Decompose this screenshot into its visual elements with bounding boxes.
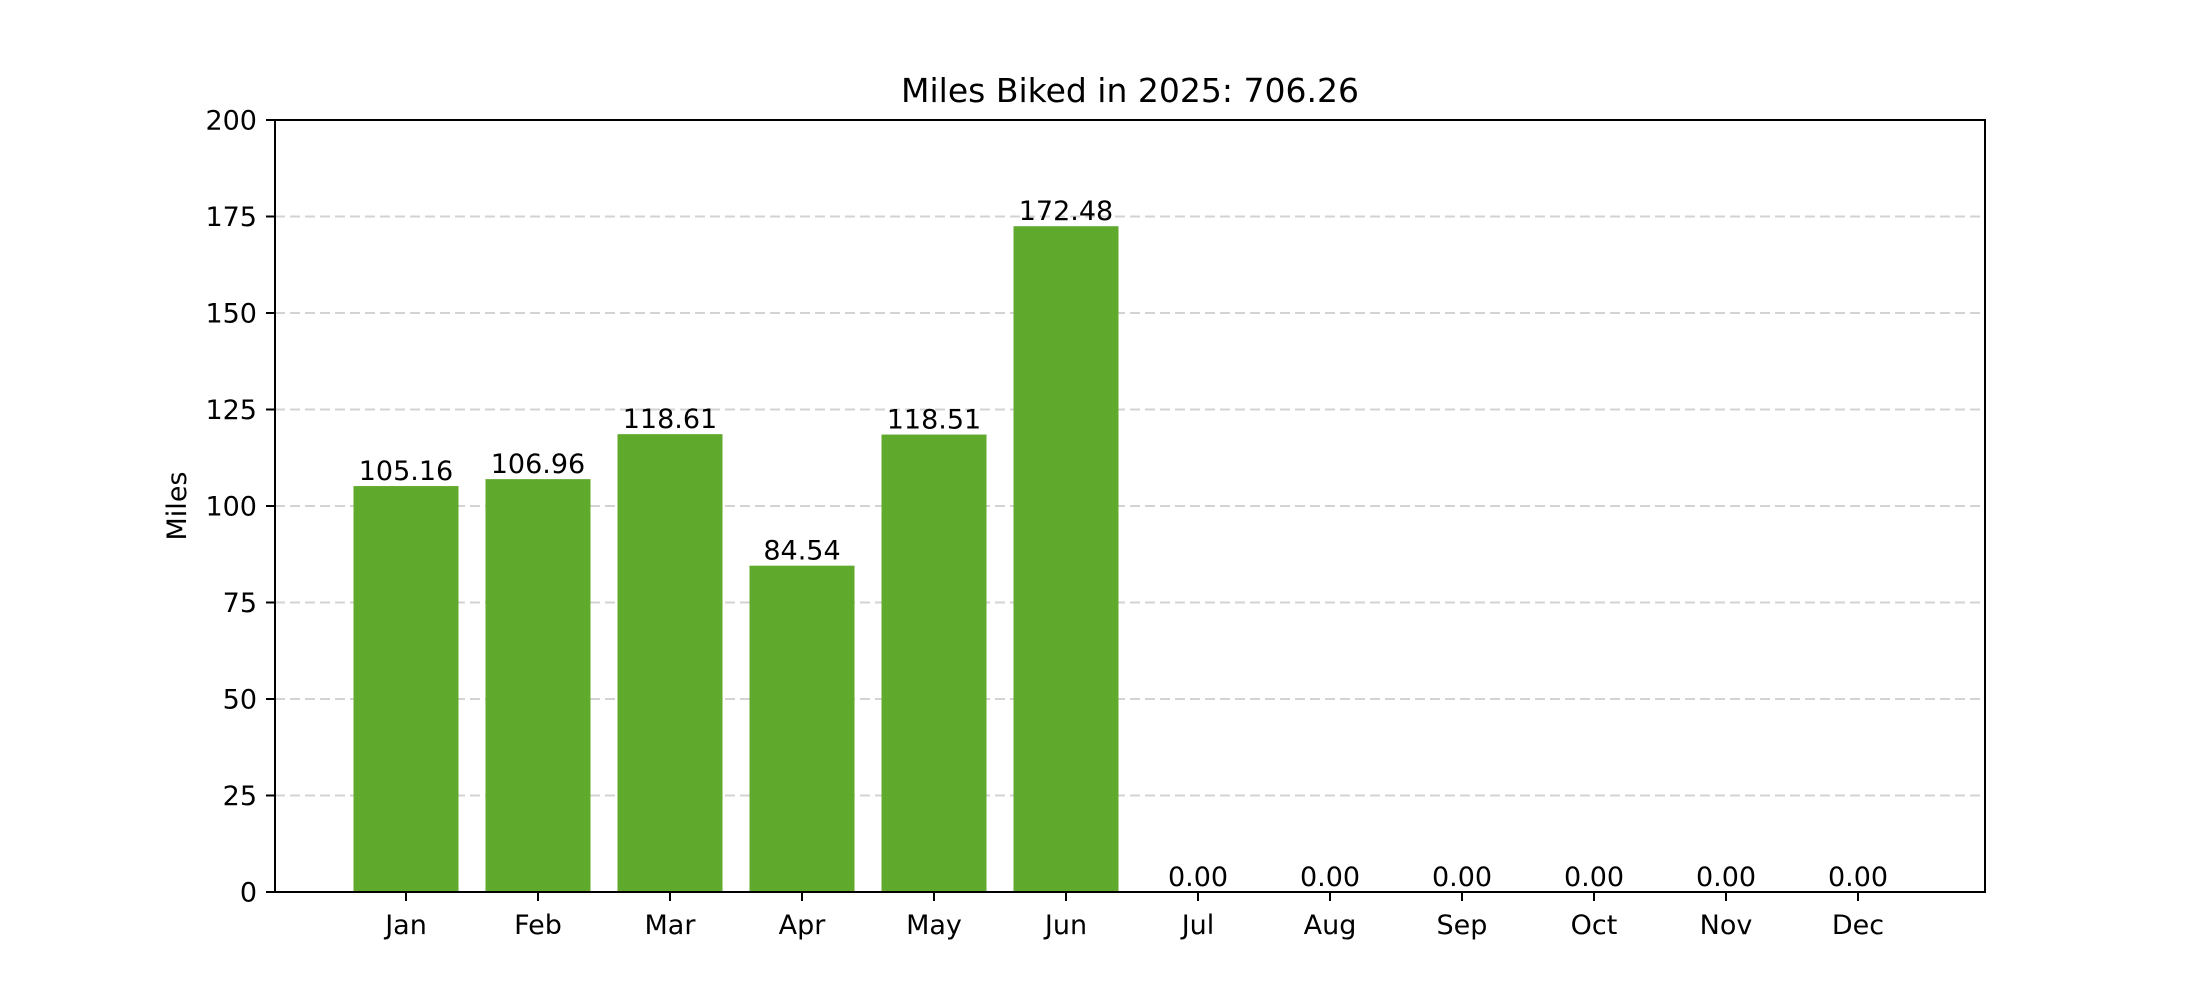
bar-jan — [354, 486, 459, 892]
bar-value-label: 172.48 — [1019, 196, 1113, 227]
y-axis-label: Miles — [162, 472, 193, 541]
bar-jun — [1014, 226, 1119, 892]
bar-value-label: 106.96 — [491, 449, 585, 480]
bar-value-label: 118.61 — [623, 404, 717, 435]
y-tick-label: 150 — [205, 299, 257, 330]
bar-may — [882, 435, 987, 892]
chart-title: Miles Biked in 2025: 706.26 — [901, 71, 1359, 110]
x-tick-label: Jul — [1180, 910, 1215, 941]
y-tick-label: 25 — [223, 781, 257, 812]
y-tick-label: 175 — [205, 202, 257, 233]
y-tick-label: 200 — [205, 106, 257, 137]
x-tick-label: Dec — [1832, 910, 1884, 941]
x-tick-label: Nov — [1700, 910, 1753, 941]
bar-feb — [486, 479, 591, 892]
x-tick-label: Mar — [645, 910, 697, 941]
x-tick-label: Oct — [1571, 910, 1618, 941]
bar-apr — [750, 566, 855, 892]
y-tick-label: 0 — [240, 878, 257, 909]
bar-value-label: 0.00 — [1696, 862, 1756, 893]
y-tick-label: 75 — [223, 588, 257, 619]
x-tick-label: Sep — [1437, 910, 1488, 941]
y-tick-label: 100 — [205, 492, 257, 523]
x-tick-label: Jun — [1043, 910, 1087, 941]
bar-value-label: 0.00 — [1828, 862, 1888, 893]
bar-value-label: 105.16 — [359, 456, 453, 487]
x-tick-label: Jan — [383, 910, 427, 941]
bar-value-label: 0.00 — [1432, 862, 1492, 893]
bar-mar — [618, 434, 723, 892]
x-tick-label: Apr — [779, 910, 827, 941]
y-tick-label: 125 — [205, 395, 257, 426]
x-tick-label: Feb — [514, 910, 562, 941]
x-tick-label: Aug — [1304, 910, 1357, 941]
x-tick-label: May — [906, 910, 962, 941]
y-tick-label: 50 — [223, 685, 257, 716]
bar-value-label: 118.51 — [887, 405, 981, 436]
bar-value-label: 0.00 — [1300, 862, 1360, 893]
bar-value-label: 0.00 — [1564, 862, 1624, 893]
bar-value-label: 0.00 — [1168, 862, 1228, 893]
bar-value-label: 84.54 — [763, 536, 840, 567]
